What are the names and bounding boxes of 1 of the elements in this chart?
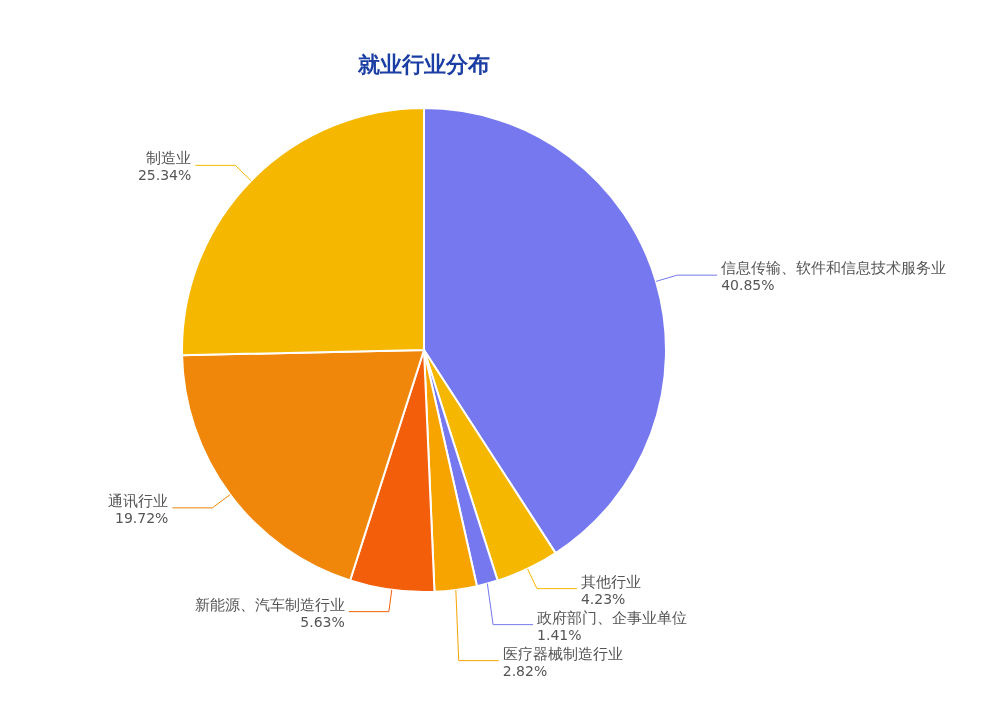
chart-title: 就业行业分布 xyxy=(357,52,490,77)
